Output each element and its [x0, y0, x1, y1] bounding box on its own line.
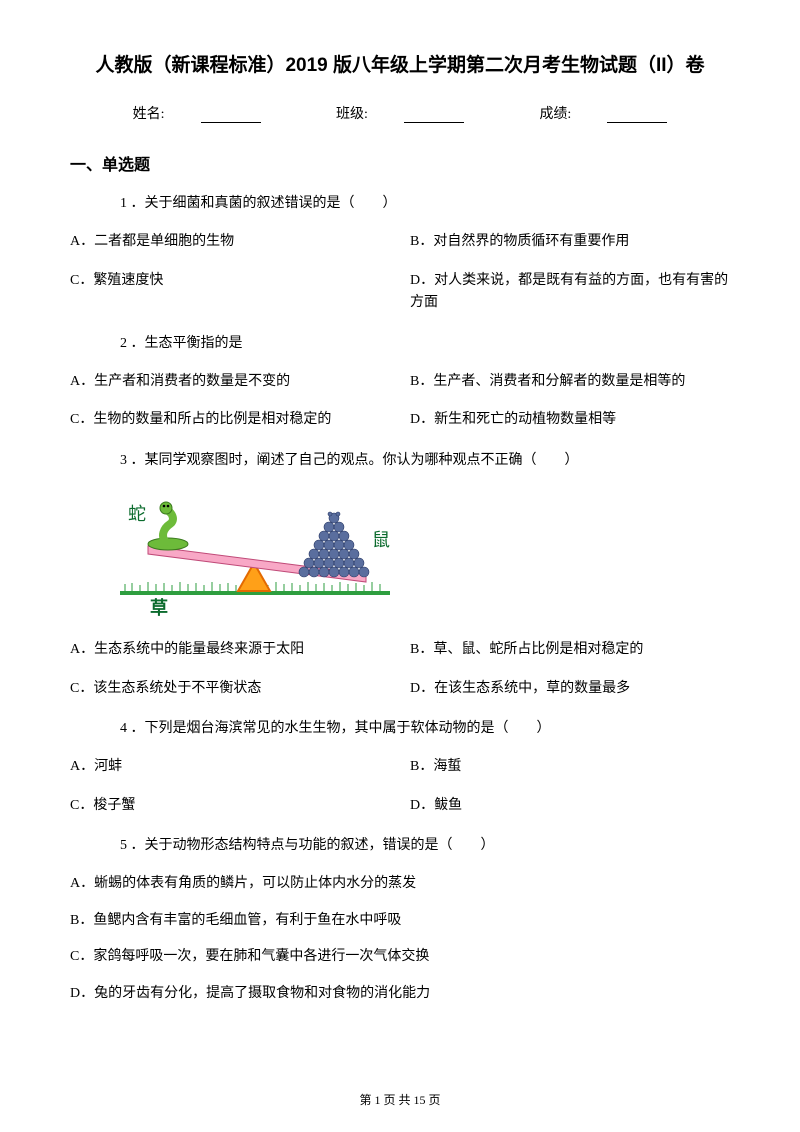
mouse-pyramid-icon [299, 512, 369, 577]
mouse-label: 鼠 [372, 530, 390, 550]
grass-label: 草 [150, 597, 168, 618]
q4-B: B．海蜇 [410, 756, 730, 778]
q2-options: A．生产者和消费者的数量是不变的 B．生产者、消费者和分解者的数量是相等的 C．… [70, 371, 730, 432]
seesaw-diagram: 蛇 鼠 草 [120, 488, 390, 618]
q1-A: A．二者都是单细胞的生物 [70, 231, 390, 253]
q3-stem: 3 ．某同学观察图时，阐述了自己的观点。你认为哪种观点不正确（ ） [120, 450, 730, 472]
q1-options: A．二者都是单细胞的生物 B．对自然界的物质循环有重要作用 C．繁殖速度快 D．… [70, 231, 730, 314]
q3-B: B．草、鼠、蛇所占比例是相对稳定的 [410, 639, 730, 661]
q3-figure: 蛇 鼠 草 [120, 488, 730, 623]
q2-D: D．新生和死亡的动植物数量相等 [410, 409, 730, 431]
section-header: 一、单选题 [70, 151, 730, 175]
q3-A: A．生态系统中的能量最终来源于太阳 [70, 639, 390, 661]
q4-options: A．河蚌 B．海蜇 C．梭子蟹 D．鲅鱼 [70, 756, 730, 817]
q1-C: C．繁殖速度快 [70, 270, 390, 315]
score-label: 成绩: [539, 107, 571, 122]
q5-C: C．家鸽每呼吸一次，要在肺和气囊中各进行一次气体交换 [70, 946, 730, 968]
q5-D: D．兔的牙齿有分化，提高了摄取食物和对食物的消化能力 [70, 983, 730, 1005]
q2-B: B．生产者、消费者和分解者的数量是相等的 [410, 371, 730, 393]
q5-A: A．蜥蜴的体表有角质的鳞片，可以防止体内水分的蒸发 [70, 873, 730, 895]
q4-C: C．梭子蟹 [70, 795, 390, 817]
footer-prefix: 第 [359, 1093, 374, 1107]
page-footer: 第 1 页 共 15 页 [0, 1091, 800, 1108]
footer-mid: 页 共 [380, 1093, 413, 1107]
q2-A: A．生产者和消费者的数量是不变的 [70, 371, 390, 393]
q3-D: D．在该生态系统中，草的数量最多 [410, 678, 730, 700]
page-title: 人教版（新课程标准）2019 版八年级上学期第二次月考生物试题（II）卷 [70, 50, 730, 77]
class-label: 班级: [336, 107, 368, 122]
class-blank[interactable] [404, 109, 464, 123]
score-blank[interactable] [607, 109, 667, 123]
student-info-line: 姓名: 班级: 成绩: [70, 103, 730, 123]
name-label: 姓名: [133, 107, 165, 122]
q1-D: D．对人类来说，都是既有有益的方面，也有有害的方面 [410, 270, 730, 315]
q5-stem: 5 ．关于动物形态结构特点与功能的叙述，错误的是（ ） [120, 835, 730, 857]
name-blank[interactable] [201, 109, 261, 123]
q3-options: A．生态系统中的能量最终来源于太阳 B．草、鼠、蛇所占比例是相对稳定的 C．该生… [70, 639, 730, 700]
q5-B: B．鱼鳃内含有丰富的毛细血管，有利于鱼在水中呼吸 [70, 910, 730, 932]
q1-stem: 1 ．关于细菌和真菌的叙述错误的是（ ） [120, 193, 730, 215]
q1-B: B．对自然界的物质循环有重要作用 [410, 231, 730, 253]
q3-C: C．该生态系统处于不平衡状态 [70, 678, 390, 700]
footer-total: 15 [414, 1093, 426, 1107]
snake-icon [148, 502, 188, 550]
footer-suffix: 页 [426, 1093, 441, 1107]
q4-stem: 4 ．下列是烟台海滨常见的水生生物，其中属于软体动物的是（ ） [120, 718, 730, 740]
q5-options: A．蜥蜴的体表有角质的鳞片，可以防止体内水分的蒸发 B．鱼鳃内含有丰富的毛细血管… [70, 873, 730, 1005]
snake-label: 蛇 [128, 504, 146, 524]
q2-stem: 2 ．生态平衡指的是 [120, 333, 730, 355]
q4-A: A．河蚌 [70, 756, 390, 778]
q4-D: D．鲅鱼 [410, 795, 730, 817]
q2-C: C．生物的数量和所占的比例是相对稳定的 [70, 409, 390, 431]
